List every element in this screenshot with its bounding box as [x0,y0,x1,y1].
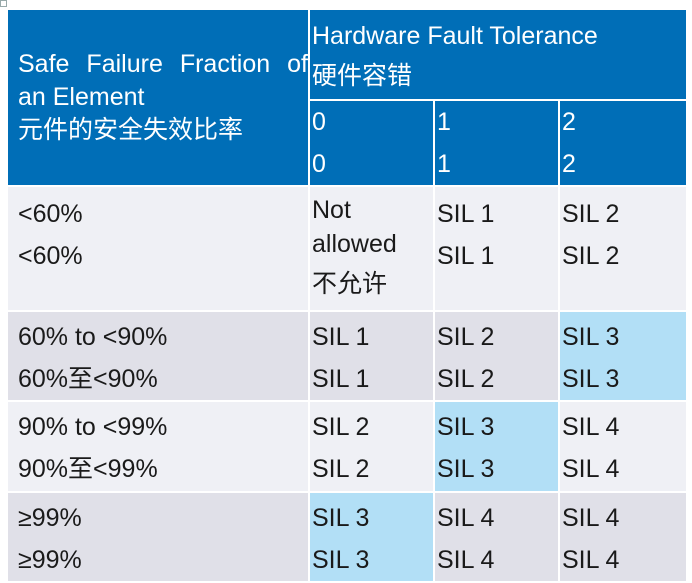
cell-text: 90% to <99% [18,413,168,441]
cell-text: SIL 2 [312,413,370,441]
cell-text: SIL 1 [437,242,495,270]
table-row: ≥99% ≥99% SIL 3 SIL 3 SIL 4 SIL 4 SIL 4 SIL … [6,491,689,583]
cell-text: SIL 1 [312,323,370,351]
sff-header-en: Safe Failure Fraction of an Element [18,50,308,111]
sil-cell: SIL 2 SIL 2 [557,185,689,312]
cell-text: SIL 4 [562,546,620,574]
cell-text: Not [312,196,351,224]
cell-text: ≥99% [18,504,82,532]
cell-text: 1 [437,150,451,178]
cell-text: SIL 4 [437,504,495,532]
cell-text: 0 [312,108,326,136]
cell-text: SIL 2 [312,455,370,483]
sil-cell-highlight: SIL 3 SIL 3 [308,491,435,583]
sil-cell: SIL 1 SIL 1 [308,310,435,402]
sff-header-zh: 元件的安全失效比率 [18,116,244,144]
cell-text: SIL 1 [437,200,495,228]
sff-cell: ≥99% ≥99% [6,491,310,583]
sil-cell: SIL 2 SIL 2 [433,310,560,402]
cell-text: SIL 2 [437,323,495,351]
cell-text: 60%至<90% [18,365,158,393]
sil-cell-highlight: SIL 3 SIL 3 [557,310,689,402]
cell-text: SIL 3 [312,546,370,574]
cell-text: 0 [312,150,326,178]
hft-header-en: Hardware Fault Tolerance [312,22,598,50]
cell-text: <60% [18,242,83,270]
window-corner-icon [0,0,7,7]
cell-text: <60% [18,200,83,228]
cell-text: SIL 2 [562,242,620,270]
sil-cell-highlight: SIL 3 SIL 3 [433,400,560,493]
cell-text: SIL 3 [437,455,495,483]
sff-header: Safe Failure Fraction of an Element 元件的安… [6,8,310,187]
cell-text: SIL 2 [437,365,495,393]
cell-text: SIL 2 [562,200,620,228]
table-row: 90% to <99% 90%至<99% SIL 2 SIL 2 SIL 3 SIL … [6,400,689,493]
cell-text: SIL 3 [562,365,620,393]
sil-cell: Not allowed 不允许 [308,185,435,312]
cell-text: 1 [437,108,451,136]
sil-cell: SIL 4 SIL 4 [433,491,560,583]
cell-text: SIL 4 [562,504,620,532]
sil-table: Safe Failure Fraction of an Element 元件的安… [6,8,689,583]
cell-text: ≥99% [18,546,82,574]
cell-text: allowed [312,230,397,258]
cell-text: SIL 1 [312,365,370,393]
sil-cell: SIL 4 SIL 4 [557,400,689,493]
cell-text: SIL 4 [562,455,620,483]
cell-text: 90%至<99% [18,455,158,483]
cell-text: 60% to <90% [18,323,168,351]
cell-text: SIL 3 [562,323,620,351]
sil-cell: SIL 1 SIL 1 [433,185,560,312]
cell-text: SIL 4 [437,546,495,574]
sil-cell: SIL 2 SIL 2 [308,400,435,493]
hft-header-zh: 硬件容错 [312,62,413,90]
cell-text: 2 [562,150,576,178]
cell-text: 不允许 [312,270,388,298]
table-row: 60% to <90% 60%至<90% SIL 1 SIL 1 SIL 2 SIL … [6,310,689,402]
cell-text: SIL 4 [562,413,620,441]
sil-cell: SIL 4 SIL 4 [557,491,689,583]
cell-text: 2 [562,108,576,136]
sff-cell: 90% to <99% 90%至<99% [6,400,310,493]
cell-text: SIL 3 [437,413,495,441]
sff-cell: 60% to <90% 60%至<90% [6,310,310,402]
cell-text: SIL 3 [312,504,370,532]
hft-header: Hardware Fault Tolerance 硬件容错 [307,8,689,101]
sff-cell: <60% <60% [6,185,310,312]
